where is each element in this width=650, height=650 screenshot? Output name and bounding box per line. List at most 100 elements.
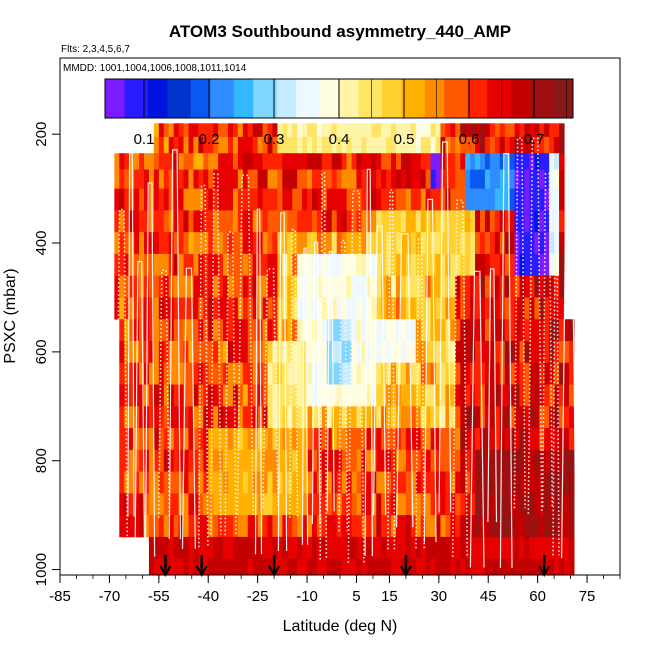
heatmap-cell xyxy=(262,136,269,154)
heatmap-cell xyxy=(519,319,526,342)
heatmap-cell xyxy=(307,319,313,342)
heatmap-cell xyxy=(257,153,264,170)
heatmap-cell xyxy=(173,384,180,407)
colorbar-segment xyxy=(557,79,562,118)
heatmap-cell xyxy=(351,362,358,385)
heatmap-cell xyxy=(158,253,165,277)
heatmap-cell xyxy=(228,319,234,342)
heatmap-cell xyxy=(316,319,323,342)
profile-trace xyxy=(499,153,513,569)
heatmap-cell xyxy=(351,136,358,154)
heatmap-cell xyxy=(549,493,555,516)
heatmap-cell xyxy=(232,123,239,138)
heatmap-cell xyxy=(336,362,343,385)
heatmap-cell xyxy=(247,406,254,429)
heatmap-cell xyxy=(247,136,254,154)
heatmap-cell xyxy=(410,406,417,429)
heatmap-cell xyxy=(554,319,560,342)
heatmap-cell xyxy=(223,493,229,516)
heatmap-cell xyxy=(559,297,565,320)
heatmap-cell xyxy=(153,471,160,494)
heatmap-cell xyxy=(307,384,313,407)
heatmap-cell xyxy=(158,449,165,472)
heatmap-cell xyxy=(282,471,288,494)
heatmap-cell xyxy=(410,136,417,154)
heatmap-cell xyxy=(232,169,239,190)
heatmap-cell xyxy=(519,471,526,494)
heatmap-cell xyxy=(287,384,293,407)
heatmap-cell xyxy=(504,123,511,138)
heatmap-cell xyxy=(134,515,140,538)
heatmap-cell xyxy=(262,253,269,277)
heatmap-cell xyxy=(312,210,318,233)
heatmap-cell xyxy=(297,384,303,407)
heatmap-cell xyxy=(188,536,195,560)
colorbar-segment xyxy=(300,79,305,118)
heatmap-cell xyxy=(381,188,387,211)
colorbar-tick-label: 0.3 xyxy=(264,131,285,148)
heatmap-cell xyxy=(420,169,427,190)
profile-trace xyxy=(289,228,299,518)
heatmap-cell xyxy=(213,449,219,472)
heatmap-cell xyxy=(292,169,298,190)
heatmap-cell xyxy=(519,362,526,385)
heatmap-cell xyxy=(297,169,303,190)
heatmap-cell xyxy=(292,362,298,385)
heatmap-cell xyxy=(376,493,382,516)
heatmap-cell xyxy=(139,232,145,255)
heatmap-cell xyxy=(321,153,328,170)
heatmap-cell xyxy=(129,406,135,429)
heatmap-cell xyxy=(376,406,382,429)
heatmap-cell xyxy=(425,253,432,277)
heatmap-cell xyxy=(539,449,545,472)
heatmap-cell xyxy=(544,449,550,472)
heatmap-cell xyxy=(361,362,367,385)
heatmap-cell xyxy=(534,449,540,472)
heatmap-cell xyxy=(445,123,451,138)
heatmap-cell xyxy=(237,123,244,138)
heatmap-cell xyxy=(529,406,535,429)
heatmap-cell xyxy=(415,493,422,516)
heatmap-cell xyxy=(178,384,185,407)
heatmap-cell xyxy=(173,449,180,472)
heatmap-cell xyxy=(208,558,214,576)
heatmap-cell xyxy=(262,515,269,538)
heatmap-cell xyxy=(539,297,545,320)
profile-trace xyxy=(423,198,437,543)
colorbar-segment xyxy=(218,79,223,118)
heatmap-cell xyxy=(559,153,565,170)
heatmap-cell xyxy=(153,319,160,342)
heatmap-cell xyxy=(425,169,432,190)
heatmap-cell xyxy=(213,153,219,170)
heatmap-cell xyxy=(326,428,333,451)
heatmap-cell xyxy=(499,406,506,429)
heatmap-cell xyxy=(316,536,323,560)
heatmap-cell xyxy=(445,449,451,472)
heatmap-cell xyxy=(341,406,348,429)
heatmap-cell xyxy=(292,558,298,576)
heatmap-cell xyxy=(183,232,190,255)
heatmap-cell xyxy=(312,536,318,560)
heatmap-cell xyxy=(544,558,550,576)
heatmap-cell xyxy=(400,384,407,407)
heatmap-cell xyxy=(188,340,195,364)
heatmap-cell xyxy=(524,558,531,576)
heatmap-cell xyxy=(153,515,160,538)
heatmap-cell xyxy=(371,319,377,342)
heatmap-cell xyxy=(514,253,521,277)
heatmap-cell xyxy=(450,136,456,154)
heatmap-cell xyxy=(282,153,288,170)
heatmap-cell xyxy=(153,275,160,298)
heatmap-cell xyxy=(282,123,288,138)
x-tick-label: -85 xyxy=(49,588,71,605)
heatmap-cell xyxy=(262,123,269,138)
heatmap-cell xyxy=(504,558,511,576)
heatmap-cell xyxy=(321,340,328,364)
heatmap-cell xyxy=(341,515,348,538)
heatmap-cell xyxy=(440,449,447,472)
heatmap-cell xyxy=(475,319,481,342)
heatmap-cell xyxy=(302,297,308,320)
heatmap-cell xyxy=(494,319,501,342)
heatmap-cell xyxy=(163,362,170,385)
heatmap-cell xyxy=(544,471,550,494)
